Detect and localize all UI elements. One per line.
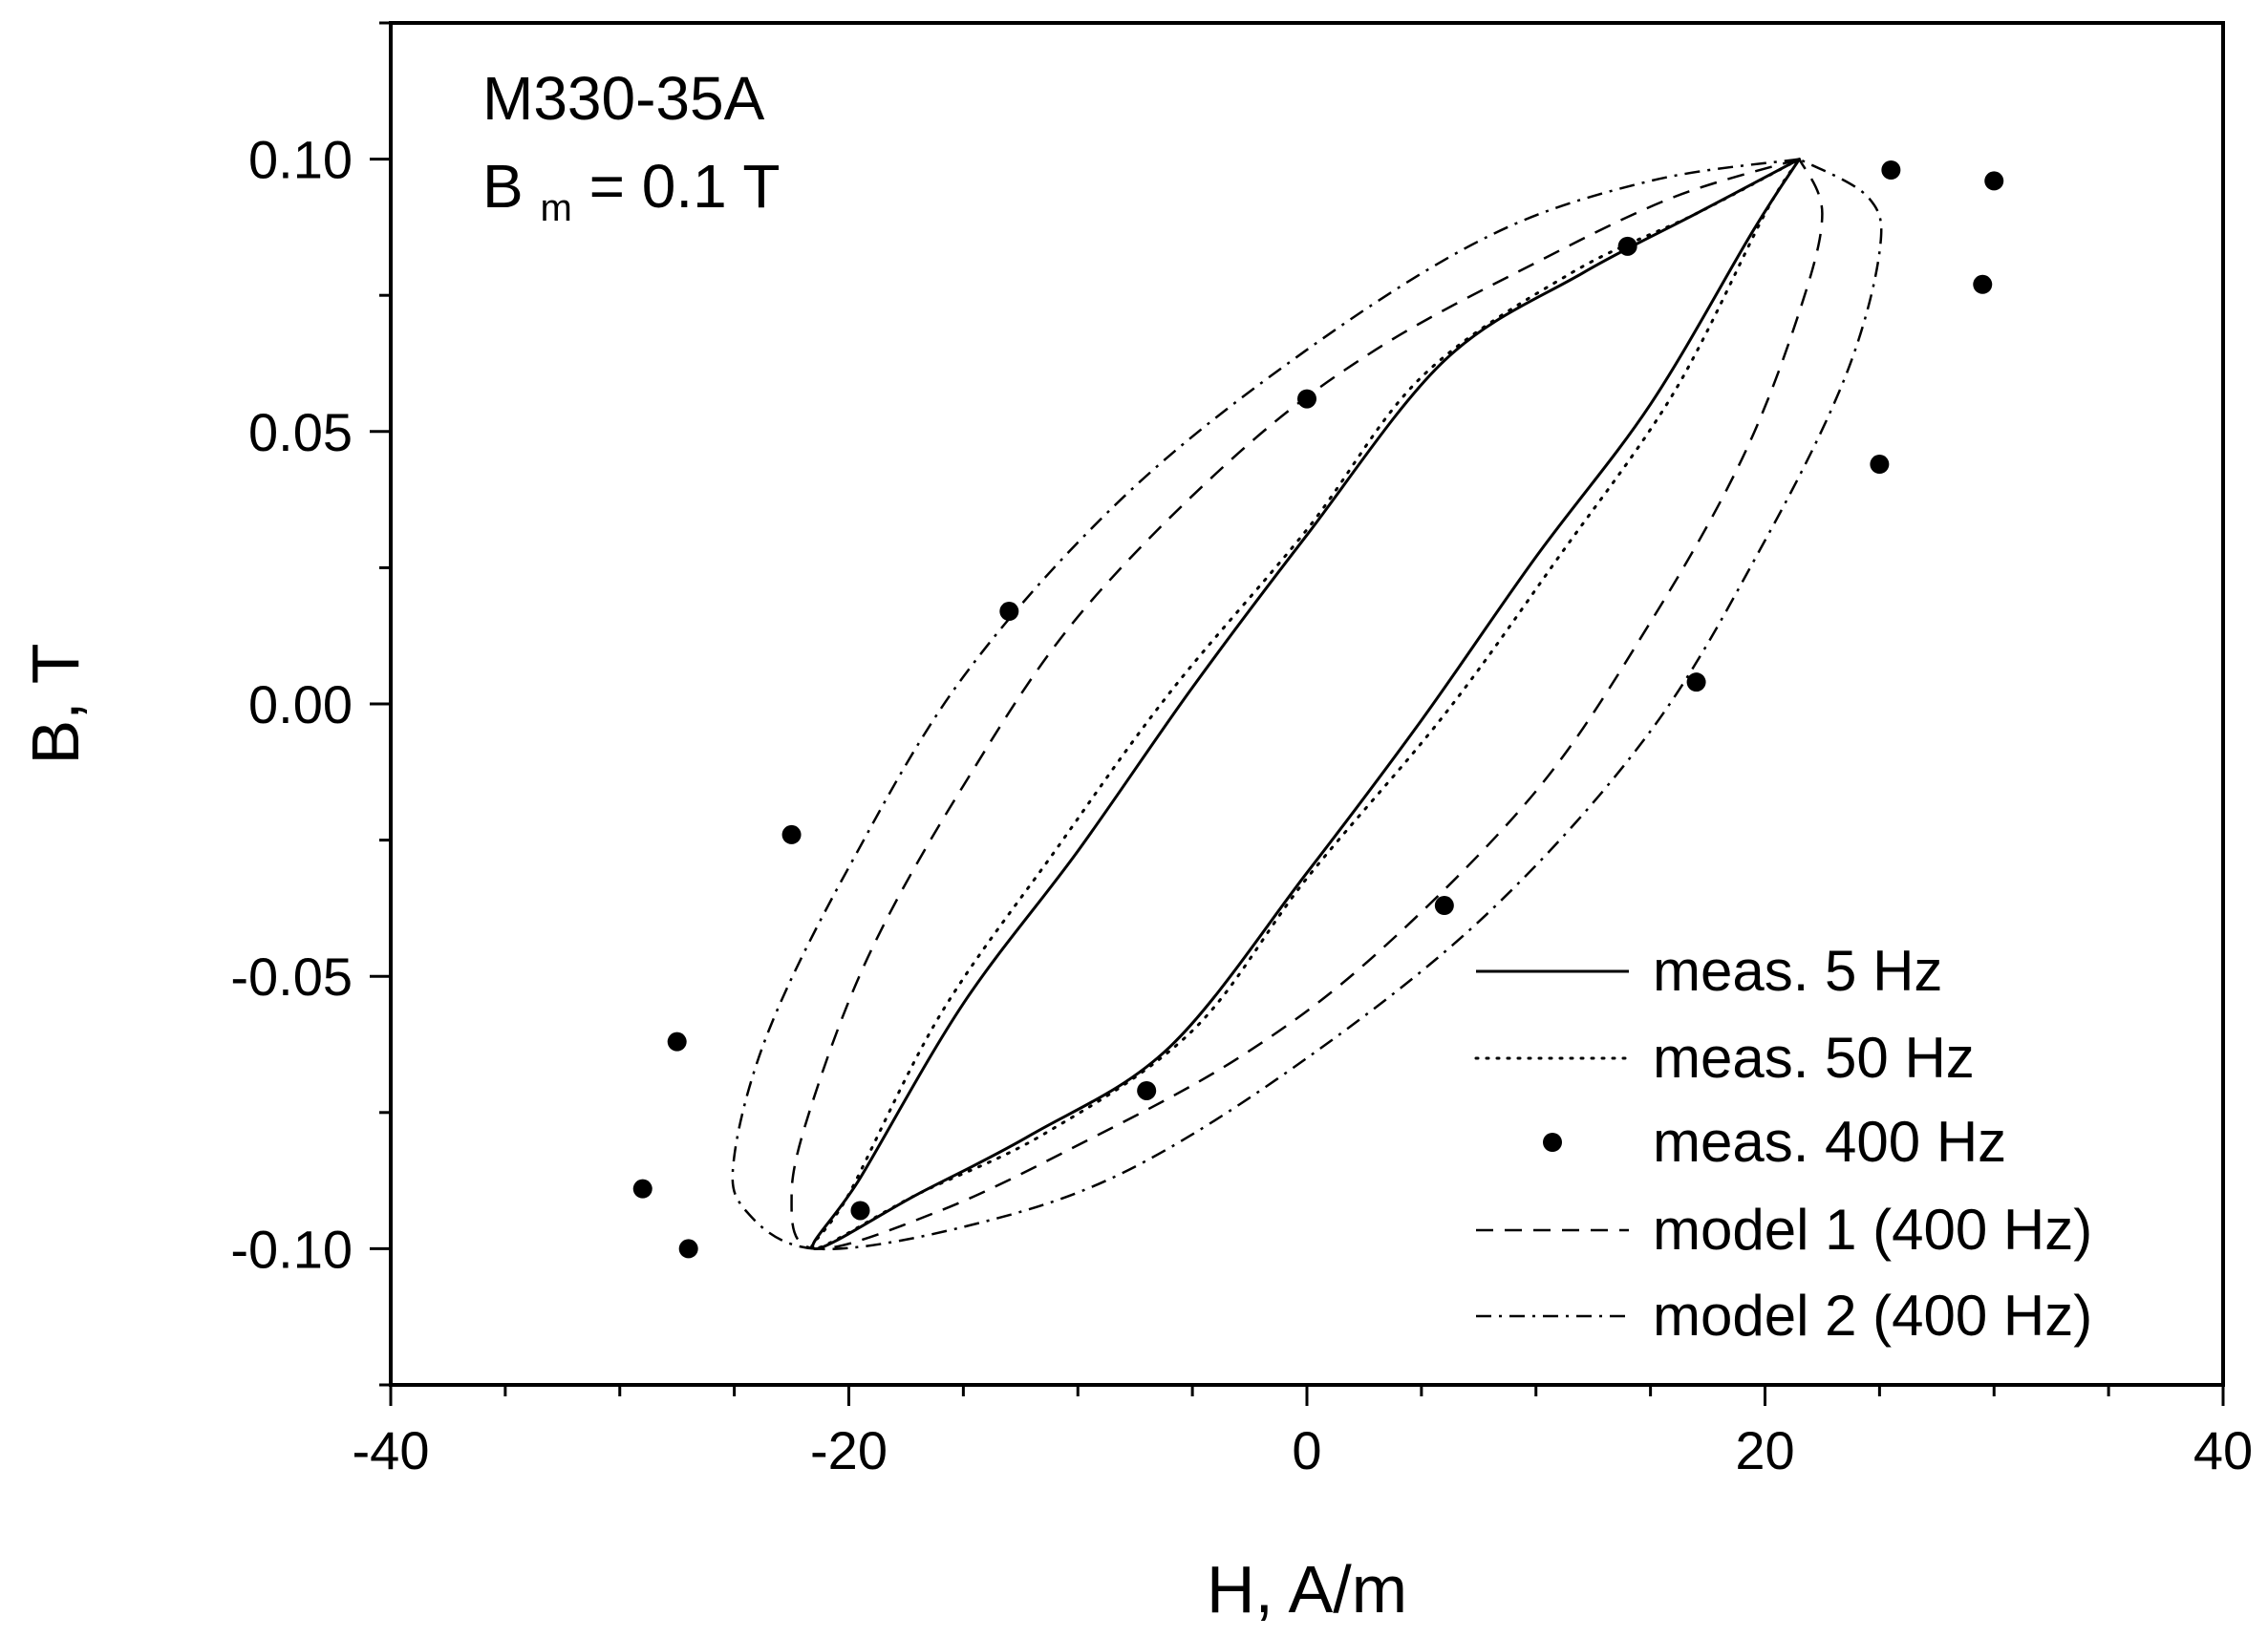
data-point-meas-400-hz-9	[632, 1179, 653, 1199]
x-tick-label: -40	[353, 1420, 430, 1480]
data-point-meas-400-hz-13	[1297, 389, 1316, 409]
axis-ticks	[370, 21, 2225, 1406]
legend-label-model-1: model 1 (400 Hz)	[1653, 1198, 2092, 1262]
legend-swatch-meas-400hz	[1543, 1133, 1562, 1152]
data-point-meas-400-hz-1	[1984, 171, 2004, 191]
data-point-meas-400-hz-7	[850, 1201, 870, 1221]
series-line-model-2-400-hz	[731, 158, 1883, 1251]
data-point-meas-400-hz-11	[781, 824, 802, 844]
y-tick-label: 0.00	[248, 674, 353, 734]
x-tick-label: 40	[2193, 1420, 2253, 1480]
y-tick-labels: -0.10 -0.05 0.00 0.05 0.10	[230, 130, 353, 1280]
annotation-bm: B m = 0.1 T	[482, 152, 780, 234]
y-tick-label: -0.05	[230, 947, 353, 1007]
x-tick-label: 20	[1735, 1420, 1794, 1480]
data-point-meas-400-hz-3	[1870, 455, 1890, 475]
data-point-meas-400-hz-4	[1686, 672, 1706, 692]
data-point-meas-400-hz-6	[1137, 1080, 1157, 1100]
x-tick-labels: -40 -20 0 20 40	[353, 1420, 2254, 1480]
y-axis-title: B, T	[18, 643, 93, 764]
legend-label-meas-5hz: meas. 5 Hz	[1653, 939, 1942, 1003]
annotation-bm-prefix: B	[482, 152, 524, 221]
data-point-meas-400-hz-2	[1973, 274, 1993, 294]
data-point-meas-400-hz-12	[999, 602, 1019, 622]
y-tick-label: 0.05	[248, 402, 353, 462]
annotation-bm-suffix: = 0.1 T	[589, 152, 781, 221]
annotation-material: M330-35A	[482, 64, 765, 133]
data-point-meas-400-hz-14	[1617, 236, 1637, 256]
series-line-meas-5-hz	[811, 158, 1801, 1250]
y-tick-label: 0.10	[248, 130, 353, 190]
x-tick-label: -20	[810, 1420, 888, 1480]
legend-label-meas-400hz: meas. 400 Hz	[1653, 1110, 2006, 1174]
annotation-bm-subscript: m	[540, 187, 571, 229]
series-layer	[632, 158, 2004, 1259]
legend: meas. 5 Hz meas. 50 Hz meas. 400 Hz mode…	[1474, 939, 2092, 1348]
series-meas-400-hz	[632, 160, 2004, 1259]
legend-label-model-2: model 2 (400 Hz)	[1653, 1284, 2092, 1348]
legend-label-meas-50hz: meas. 50 Hz	[1653, 1026, 1975, 1090]
plot-frame	[389, 21, 2225, 1387]
data-point-meas-400-hz-8	[678, 1239, 698, 1259]
annotation: M330-35A B m = 0.1 T	[482, 64, 780, 234]
data-point-meas-400-hz-0	[1881, 160, 1901, 181]
x-axis-title: H, A/m	[1207, 1552, 1407, 1627]
series-line-meas-50-hz	[810, 158, 1801, 1250]
x-tick-label: 0	[1292, 1420, 1321, 1480]
data-point-meas-400-hz-10	[667, 1032, 687, 1052]
data-point-meas-400-hz-5	[1434, 896, 1454, 916]
y-tick-label: -0.10	[230, 1219, 353, 1279]
